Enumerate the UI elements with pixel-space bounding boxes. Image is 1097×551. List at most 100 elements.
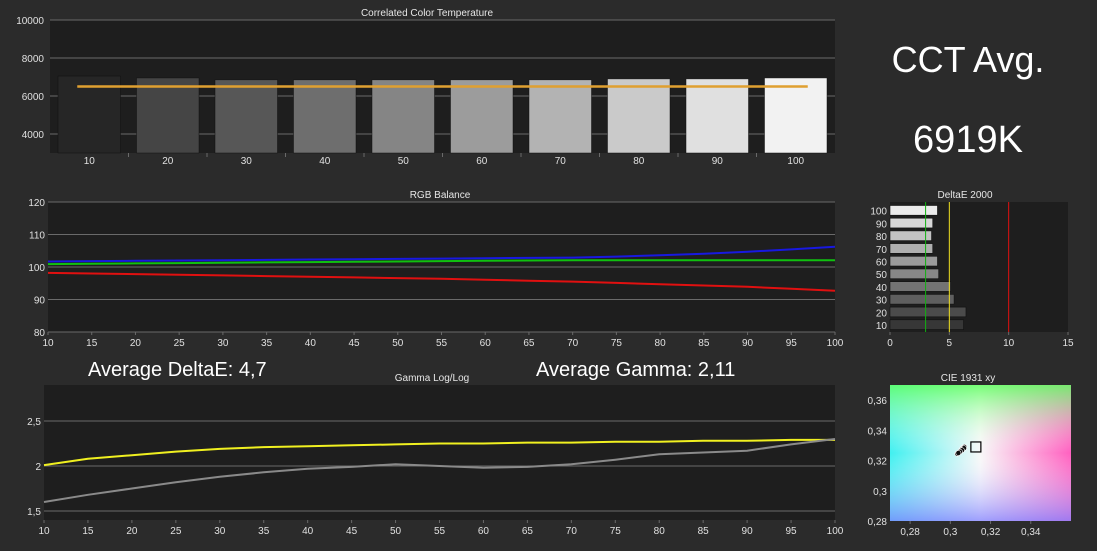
delta-e-x-tick: 10 <box>1003 338 1015 349</box>
gamma-x-tick: 75 <box>610 526 622 537</box>
cie-y-tick: 0,36 <box>868 396 888 407</box>
cct-x-tick: 20 <box>162 156 174 167</box>
delta-e-x-tick: 0 <box>887 338 893 349</box>
gamma-x-tick: 55 <box>434 526 446 537</box>
gamma-x-tick: 30 <box>214 526 226 537</box>
rgb-x-tick: 70 <box>567 338 579 349</box>
cct-average-label: CCT Avg. <box>892 39 1045 80</box>
rgb-x-tick: 55 <box>436 338 448 349</box>
cie-target-marker <box>970 441 982 453</box>
gamma-x-tick: 10 <box>38 526 50 537</box>
gamma-x-tick: 85 <box>698 526 710 537</box>
cie-x-tick: 0,34 <box>1021 527 1041 538</box>
cct-bar <box>371 79 435 154</box>
cie-y-tick: 0,32 <box>868 457 888 468</box>
cct-x-tick: 70 <box>555 156 567 167</box>
cie-y-tick: 0,34 <box>868 426 888 437</box>
cie-chart-title: CIE 1931 xy <box>941 373 995 384</box>
rgb-balance-chart: RGB Balance 80 90 100 110 120 10 15 20 25 30 35 40 4… <box>28 190 843 349</box>
delta-e-x-tick: 5 <box>947 338 953 349</box>
cie-y-tick: 0,28 <box>868 517 888 528</box>
gamma-x-tick: 90 <box>742 526 754 537</box>
delta-e-y-tick: 60 <box>876 258 888 269</box>
cie-y-tick: 0,3 <box>873 487 887 498</box>
delta-e-y-tick: 30 <box>876 296 888 307</box>
delta-e-y-tick: 100 <box>870 207 887 218</box>
rgb-x-tick: 50 <box>392 338 404 349</box>
rgb-y-tick: 120 <box>28 198 45 209</box>
gamma-x-tick: 40 <box>302 526 314 537</box>
gamma-x-tick: 95 <box>785 526 797 537</box>
cct-y-tick: 8000 <box>22 54 45 65</box>
gamma-series-gamma <box>43 438 835 467</box>
delta-e-bar <box>889 268 939 279</box>
average-gamma: Average Gamma: 2,11 <box>536 359 735 381</box>
cct-bar <box>293 79 357 154</box>
cie-x-tick: 0,3 <box>943 527 957 538</box>
rgb-x-tick: 25 <box>174 338 186 349</box>
gamma-x-tick: 50 <box>390 526 402 537</box>
cct-bar <box>528 79 592 154</box>
gamma-x-tick: 35 <box>258 526 270 537</box>
rgb-x-tick: 60 <box>480 338 492 349</box>
gamma-y-tick: 2,5 <box>27 417 41 428</box>
cie-gamut-overlay <box>890 385 1071 521</box>
cct-y-tick: 10000 <box>16 16 44 27</box>
rgb-x-tick: 80 <box>655 338 667 349</box>
cie-chart: CIE 1931 xy 0,28 0,3 0,32 0,34 0,28 0,3 0,32 0,… <box>868 373 1071 538</box>
rgb-series-blue <box>47 245 836 263</box>
gamma-x-tick: 70 <box>566 526 578 537</box>
cct-y-tick: 4000 <box>22 130 45 141</box>
cct-y-tick: 6000 <box>22 92 45 103</box>
gamma-x-tick: 100 <box>827 526 844 537</box>
gamma-chart: Gamma Log/Log 1,5 2 2,5 10 15 20 25 30 35 40 45 50 5… <box>27 373 844 537</box>
gamma-x-tick: 45 <box>346 526 358 537</box>
rgb-y-tick: 80 <box>34 328 46 339</box>
cct-x-tick: 50 <box>398 156 410 167</box>
rgb-x-tick: 15 <box>86 338 98 349</box>
rgb-x-tick: 45 <box>348 338 360 349</box>
delta-e-chart-title: DeltaE 2000 <box>937 190 992 201</box>
rgb-x-tick: 100 <box>827 338 844 349</box>
cct-x-tick: 80 <box>633 156 645 167</box>
cct-x-tick: 40 <box>319 156 331 167</box>
cie-point <box>955 450 962 456</box>
delta-e-y-tick: 20 <box>876 308 888 319</box>
delta-e-bar <box>889 294 955 305</box>
rgb-x-tick: 20 <box>130 338 142 349</box>
gamma-x-tick: 20 <box>126 526 138 537</box>
cct-chart-title: Correlated Color Temperature <box>361 8 494 19</box>
cct-average-value: 6919K <box>913 119 1023 161</box>
gamma-series-gamma_ref <box>43 438 836 503</box>
delta-e-y-tick: 90 <box>876 219 888 230</box>
cct-bar <box>136 77 200 154</box>
rgb-x-tick: 30 <box>217 338 229 349</box>
cct-x-tick: 30 <box>241 156 253 167</box>
gamma-chart-title: Gamma Log/Log <box>395 373 470 384</box>
rgb-x-tick: 75 <box>611 338 623 349</box>
rgb-chart-title: RGB Balance <box>410 190 471 201</box>
rgb-series-red <box>47 271 836 292</box>
delta-e-y-tick: 50 <box>876 270 888 281</box>
delta-e-y-tick: 10 <box>876 321 888 332</box>
delta-e-bar <box>889 255 938 267</box>
gamma-x-tick: 60 <box>478 526 490 537</box>
gamma-y-tick: 2 <box>35 462 41 473</box>
delta-e-bar <box>889 281 951 292</box>
delta-e-bar <box>889 243 934 254</box>
gamma-x-tick: 65 <box>522 526 534 537</box>
cct-bar <box>685 78 749 154</box>
rgb-y-tick: 100 <box>28 263 45 274</box>
delta-e-bar <box>889 306 967 318</box>
cct-bar <box>607 78 671 154</box>
rgb-y-tick: 90 <box>34 296 46 307</box>
gamma-y-tick: 1,5 <box>27 507 41 518</box>
cct-bar <box>764 77 828 154</box>
cct-x-tick: 100 <box>787 156 804 167</box>
rgb-x-tick: 65 <box>523 338 535 349</box>
delta-e-y-tick: 40 <box>876 283 888 294</box>
delta-e-bar <box>889 217 934 229</box>
cct-x-tick: 10 <box>84 156 96 167</box>
